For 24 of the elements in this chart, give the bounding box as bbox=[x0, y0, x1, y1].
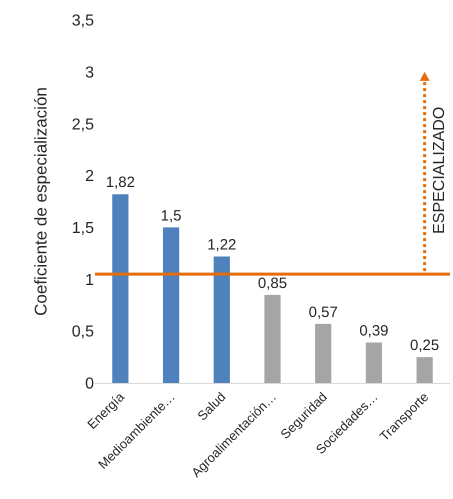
bar bbox=[112, 194, 128, 383]
bar bbox=[214, 256, 230, 383]
y-tick-label: 1 bbox=[85, 272, 94, 289]
data-label: 0,39 bbox=[359, 322, 389, 340]
data-label: 0,85 bbox=[258, 274, 288, 292]
data-label: 1,22 bbox=[207, 236, 236, 254]
y-tick-label: 3 bbox=[85, 64, 94, 82]
bar bbox=[416, 357, 433, 383]
data-label: 1,5 bbox=[160, 207, 182, 224]
bar bbox=[366, 342, 382, 383]
bar bbox=[315, 324, 332, 383]
data-label: 0,57 bbox=[308, 304, 338, 321]
y-tick-label: 2,5 bbox=[72, 116, 94, 134]
y-tick-label: 3,5 bbox=[72, 12, 94, 30]
bar bbox=[264, 294, 281, 383]
y-tick-label: 1,5 bbox=[72, 220, 94, 238]
data-label: 1,82 bbox=[106, 174, 135, 192]
annotation: ESPECIALIZADO bbox=[431, 106, 448, 234]
y-tick-label: 0,5 bbox=[72, 324, 94, 341]
bar bbox=[162, 227, 180, 383]
y-tick-label: 0 bbox=[85, 376, 94, 393]
y-tick-label: 2 bbox=[85, 168, 94, 186]
y-axis-title: Coeficiente de especialización bbox=[31, 87, 50, 316]
data-label: 0,25 bbox=[410, 337, 440, 354]
